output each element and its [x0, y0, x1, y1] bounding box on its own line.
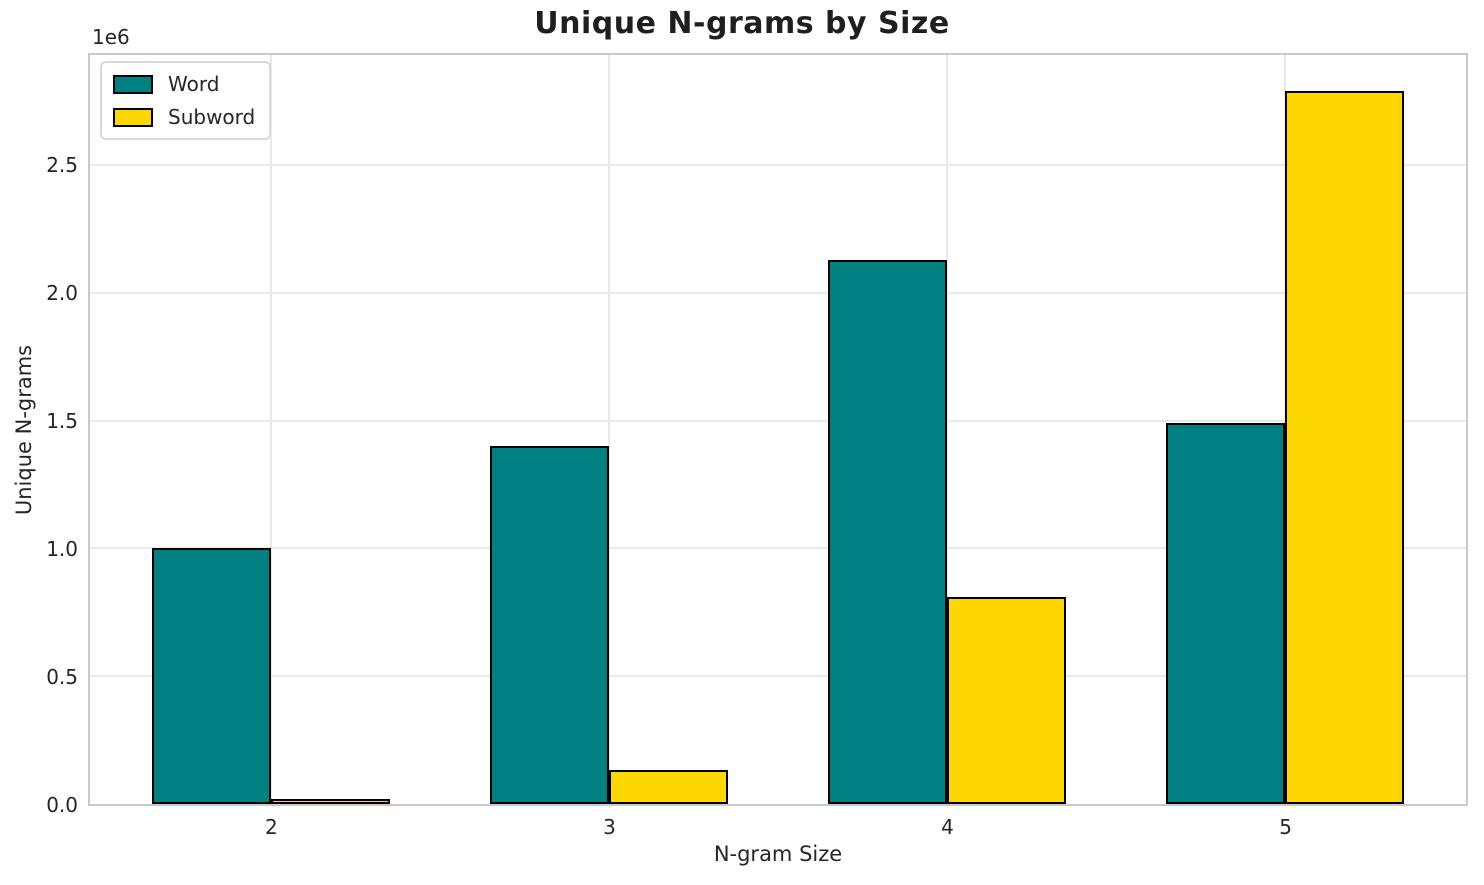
bar-subword-5 — [1285, 90, 1405, 804]
chart-title: Unique N-grams by Size — [534, 6, 950, 41]
gridline-h-1.0 — [90, 547, 1466, 550]
legend: Word Subword — [100, 61, 272, 140]
legend-label-subword: Subword — [168, 105, 256, 129]
x-axis-label: N-gram Size — [713, 842, 843, 866]
y-tick-label-0.5: 0.5 — [46, 664, 78, 689]
x-tick-label-3: 3 — [603, 815, 616, 839]
bar-word-5 — [1166, 423, 1286, 804]
bar-subword-2 — [270, 798, 390, 804]
bar-word-2 — [151, 548, 271, 804]
x-tick-label-4: 4 — [941, 815, 954, 839]
legend-swatch-word — [113, 74, 153, 94]
y-tick-label-1.5: 1.5 — [46, 409, 78, 434]
y-tick-label-2.5: 2.5 — [46, 153, 78, 178]
gridline-h-2.5 — [90, 163, 1466, 166]
legend-item-subword: Subword — [113, 105, 255, 129]
legend-label-word: Word — [168, 72, 220, 96]
bar-word-4 — [828, 259, 948, 804]
gridline-v-2 — [269, 55, 272, 804]
bar-subword-3 — [608, 769, 728, 804]
y-axis-offset-label: 1e6 — [92, 25, 130, 49]
plot-area: Word Subword — [88, 53, 1468, 806]
y-tick-label-0.0: 0.0 — [46, 792, 78, 817]
gridline-h-2.0 — [90, 291, 1466, 294]
gridline-h-0.5 — [90, 675, 1466, 678]
gridline-h-1.5 — [90, 419, 1466, 422]
gridline-v-4 — [946, 55, 949, 804]
bar-subword-4 — [947, 596, 1067, 804]
legend-swatch-subword — [113, 107, 153, 127]
y-tick-label-1.0: 1.0 — [46, 536, 78, 561]
gridline-v-3 — [607, 55, 610, 804]
y-tick-label-2.0: 2.0 — [46, 281, 78, 306]
x-tick-label-2: 2 — [264, 815, 278, 839]
bar-word-3 — [489, 446, 609, 804]
legend-item-word: Word — [113, 72, 255, 96]
x-tick-label-5: 5 — [1279, 815, 1292, 839]
